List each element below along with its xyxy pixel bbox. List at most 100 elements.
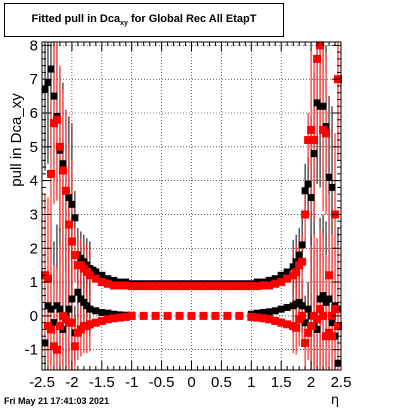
data-point (104, 309, 112, 317)
x-tick-label: -0.5 (149, 374, 175, 391)
timestamp: Fri May 21 17:41:03 2021 (4, 396, 110, 406)
y-tick-label: 8 (30, 37, 38, 54)
data-point (271, 316, 280, 325)
x-tick-label: -2.5 (29, 374, 55, 391)
data-point (259, 281, 268, 290)
data-point (67, 237, 76, 246)
x-tick-label: 2 (307, 374, 315, 391)
x-tick-label: 0.5 (211, 374, 232, 391)
data-point (109, 314, 118, 323)
data-point (292, 323, 301, 332)
data-point (229, 282, 238, 291)
data-point (304, 328, 313, 337)
data-point (319, 102, 327, 110)
data-point (98, 309, 106, 317)
data-point (58, 166, 67, 175)
data-point (98, 271, 106, 279)
data-point (325, 295, 333, 303)
data-point (223, 311, 232, 320)
data-point (139, 311, 148, 320)
data-point (325, 328, 334, 337)
data-point (187, 282, 196, 291)
data-point (277, 271, 285, 279)
x-tick-label: 0 (187, 374, 195, 391)
y-axis-label: pull in Dca_xy (8, 93, 25, 187)
data-point (304, 180, 312, 188)
x-tick-label: -1.5 (89, 374, 115, 391)
data-point (199, 311, 208, 320)
y-tick-label: 7 (30, 71, 38, 88)
y-tick-label: 2 (30, 240, 38, 257)
data-point (50, 319, 58, 327)
data-point (85, 320, 94, 329)
data-point (86, 305, 94, 313)
data-point (253, 309, 261, 317)
data-point (217, 282, 226, 291)
data-point (52, 345, 61, 354)
data-point (247, 282, 256, 291)
data-point (313, 54, 322, 63)
data-point (46, 325, 55, 334)
data-point (319, 311, 328, 320)
data-point (313, 325, 321, 333)
data-point (328, 319, 336, 327)
x-tick-label: 2.5 (331, 374, 352, 391)
data-point (46, 169, 55, 178)
data-point (298, 241, 306, 249)
data-point (301, 187, 309, 195)
data-point (298, 302, 306, 310)
x-axis-label: η (331, 393, 339, 408)
data-point (109, 281, 118, 290)
data-point (55, 142, 64, 151)
data-point (65, 305, 73, 313)
data-point (59, 160, 67, 168)
title-rest: for Global Rec All EtapT (127, 13, 257, 25)
data-point (211, 311, 220, 320)
data-point (265, 315, 274, 324)
data-point (110, 276, 118, 284)
data-point (71, 214, 79, 222)
data-point (163, 311, 172, 320)
y-tick-label: 5 (30, 139, 38, 156)
data-point (316, 41, 325, 50)
data-point (181, 282, 190, 291)
data-point (235, 311, 244, 320)
data-point (283, 320, 292, 329)
data-point (41, 85, 49, 93)
data-point (92, 307, 100, 315)
data-point (289, 263, 297, 271)
data-point (65, 194, 73, 202)
data-point (253, 282, 262, 291)
data-point (145, 282, 154, 291)
data-point (307, 322, 316, 331)
tick-labels: -2.5 -2 -1.5 -1 -0.5 0 0.5 1 1.5 2 2.5 -1 0 1 2 3 4 5 6 7 8 (25, 37, 352, 391)
data-point (64, 220, 73, 229)
data-point (187, 311, 196, 320)
title-main: Fitted pull in Dca (31, 13, 121, 25)
x-tick-label: 1.5 (271, 374, 292, 391)
data-point (253, 278, 261, 286)
x-tick-label: -2 (65, 374, 78, 391)
data-point (265, 276, 273, 284)
data-point (283, 268, 291, 276)
data-point (91, 274, 100, 283)
y-tick-label: 6 (30, 105, 38, 122)
data-point (259, 309, 267, 317)
data-point (277, 278, 286, 287)
data-point (115, 313, 124, 322)
data-point (74, 288, 82, 296)
data-point (277, 318, 286, 327)
data-point (301, 210, 310, 219)
data-point (304, 305, 312, 313)
data-point (55, 322, 64, 331)
data-point (52, 115, 61, 124)
chart-title: Fitted pull in Dcaxy for Global Rec All … (5, 13, 283, 27)
data-point (121, 312, 130, 321)
data-point (298, 257, 307, 266)
data-point (223, 282, 232, 291)
data-point (283, 303, 291, 311)
data-point (92, 268, 100, 276)
data-point (115, 281, 124, 290)
data-point (310, 136, 319, 145)
